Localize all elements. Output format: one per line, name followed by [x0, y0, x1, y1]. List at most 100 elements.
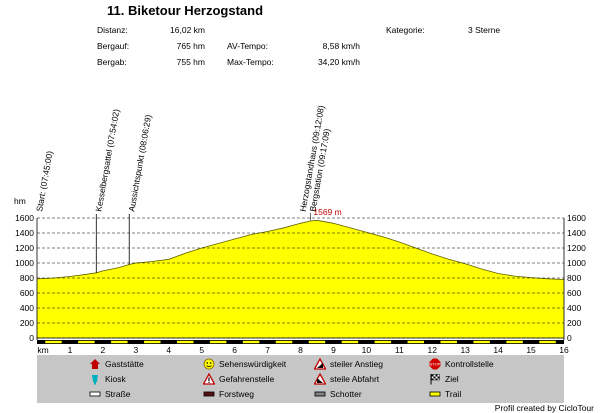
surface-segment-trail: [407, 340, 425, 344]
legend-item-strasse: Straße: [89, 388, 131, 400]
legend-item-gaststaette: Gaststätte: [89, 358, 144, 370]
x-tick-label: 5: [199, 345, 204, 355]
surface-segment-trail: [242, 340, 260, 344]
house-icon: [89, 358, 101, 370]
maxtempo-label: Max-Tempo:: [227, 57, 274, 67]
y-axis-label: hm: [14, 196, 26, 206]
y-tick-label-right: 200: [567, 318, 581, 328]
legend-item-steiler-anstieg: steiler Anstieg: [313, 357, 383, 370]
elevation-line: [36, 219, 565, 280]
x-tick-label: 12: [428, 345, 438, 355]
y-tick-label-left: 1400: [15, 228, 34, 238]
steep-descent-icon: [313, 372, 327, 385]
elevation-area: [37, 220, 565, 338]
x-tick-label: 6: [232, 345, 237, 355]
page-title: 11. Biketour Herzogstand: [107, 3, 264, 18]
y-tick-label-right: 600: [567, 288, 581, 298]
surface-segment-trail: [308, 340, 326, 344]
y-tick-label-left: 0: [29, 333, 34, 343]
distanz-value: 16,02 km: [170, 25, 205, 35]
surface-segment-trail: [176, 340, 194, 344]
surface-segment-trail: [45, 340, 62, 344]
x-tick-label: 7: [265, 345, 270, 355]
y-tick-label-right: 1200: [567, 243, 586, 253]
y-tick-label-right: 0: [567, 333, 572, 343]
y-tick-label-left: 600: [20, 288, 34, 298]
x-tick-label: 1: [68, 345, 73, 355]
legend-item-kontrollstelle: STOP Kontrollstelle: [429, 358, 494, 370]
x-tick-label: 13: [460, 345, 470, 355]
y-tick-label-right: 400: [567, 303, 581, 313]
svg-text:STOP: STOP: [430, 362, 441, 367]
x-tick-label: 10: [362, 345, 372, 355]
y-tick-label-right: 1000: [567, 258, 586, 268]
waypoint-label: Kesselbergsattel (07:54:02): [93, 108, 121, 212]
surface-segment-trail: [341, 340, 359, 344]
x-tick-label: 9: [331, 345, 336, 355]
warning-icon: [202, 372, 216, 385]
surface-segment-trail: [275, 340, 293, 344]
distanz-label: Distanz:: [97, 25, 128, 35]
kiosk-icon: [89, 373, 101, 385]
surface-segment-trail: [473, 340, 490, 344]
surface-segment-trail: [78, 340, 95, 344]
legend-item-ziel: Ziel: [429, 373, 459, 385]
x-axis-label: km: [37, 345, 48, 355]
legend-panel: Gaststätte Sehenswürdigkeit steiler Anst…: [37, 355, 564, 403]
bergab-value: 755 hm: [176, 57, 205, 67]
y-tick-label-left: 1600: [15, 213, 34, 223]
x-tick-label: 8: [298, 345, 303, 355]
waypoint-label: Start: (07:45:00): [34, 150, 55, 212]
legend-item-sehenswuerdigkeit: Sehenswürdigkeit: [203, 358, 286, 370]
surface-segment-trail: [209, 340, 227, 344]
y-tick-label-left: 200: [20, 318, 34, 328]
smiley-icon: [203, 358, 215, 370]
avtempo-value: 8,58 km/h: [322, 41, 360, 51]
legend-item-trail: Trail: [429, 388, 461, 400]
maxtempo-value: 34,20 km/h: [317, 57, 360, 67]
y-tick-label-right: 800: [567, 273, 581, 283]
legend-item-steile-abfahrt: steile Abfahrt: [313, 372, 379, 385]
y-tick-label-left: 800: [20, 273, 34, 283]
steep-ascent-icon: [313, 357, 327, 370]
kategorie-label: Kategorie:: [386, 25, 425, 35]
bergauf-value: 765 hm: [176, 41, 205, 51]
x-tick-label: 4: [166, 345, 171, 355]
x-tick-label: 15: [526, 345, 536, 355]
kategorie-value: 3 Sterne: [468, 25, 501, 35]
x-tick-label: 3: [133, 345, 138, 355]
x-tick-label: 14: [493, 345, 503, 355]
legend-item-gefahrenstelle: Gefahrenstelle: [202, 372, 274, 385]
bergauf-label: Bergauf:: [97, 41, 130, 51]
finish-flag-icon: [429, 373, 441, 385]
surface-segment-trail: [144, 340, 161, 344]
legend-item-forstweg: Forstweg: [203, 388, 254, 400]
y-tick-label-left: 400: [20, 303, 34, 313]
surface-segment-trail: [111, 340, 128, 344]
surface-segment-trail: [374, 340, 392, 344]
stop-icon: STOP: [429, 358, 441, 370]
y-tick-label-right: 1400: [567, 228, 586, 238]
y-tick-label-left: 1000: [15, 258, 34, 268]
avtempo-label: AV-Tempo:: [227, 41, 268, 51]
x-tick-label: 16: [559, 345, 569, 355]
legend-item-schotter: Schotter: [314, 388, 362, 400]
bergab-label: Bergab:: [97, 57, 127, 67]
legend-item-kiosk: Kiosk: [89, 373, 126, 385]
surface-segment-trail: [440, 340, 457, 344]
surface-segment-trail: [506, 340, 523, 344]
y-tick-label-right: 1600: [567, 213, 586, 223]
road-swatch-icon: [89, 388, 101, 400]
waypoint-label: Aussichtspunkt (08:06:29): [126, 114, 153, 213]
forest-road-swatch-icon: [203, 388, 215, 400]
credit-text: Profil created by CicloTour: [494, 403, 594, 413]
trail-swatch-icon: [429, 388, 441, 400]
x-tick-label: 2: [101, 345, 106, 355]
gravel-swatch-icon: [314, 388, 326, 400]
x-tick-label: 11: [395, 345, 404, 355]
peak-label: 1569 m: [313, 207, 341, 217]
y-tick-label-left: 1200: [15, 243, 34, 253]
surface-segment-trail: [539, 340, 556, 344]
surface-bar: [37, 340, 564, 344]
